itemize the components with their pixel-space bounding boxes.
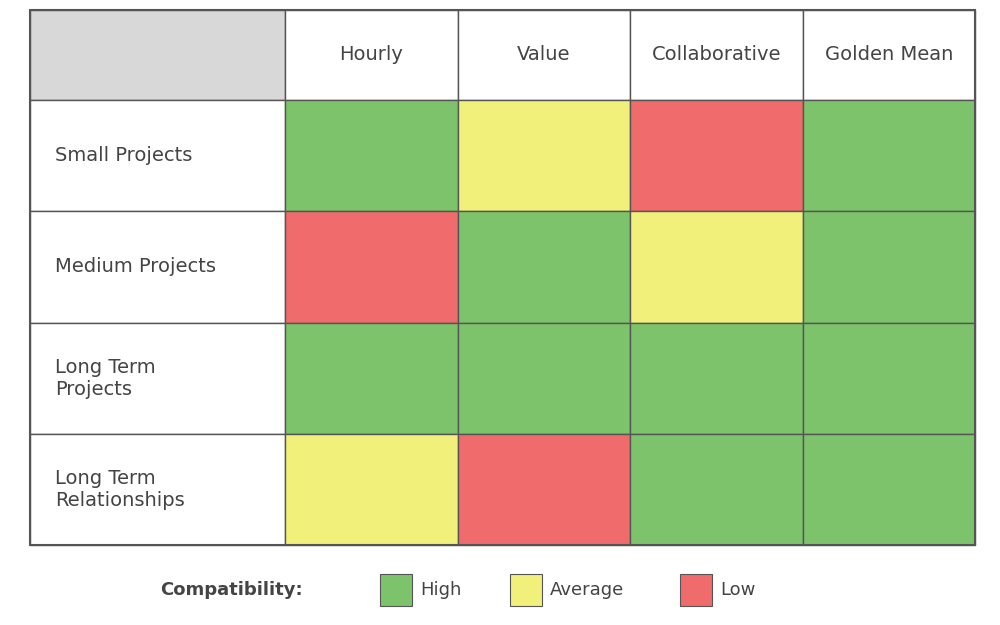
Bar — [30, 10, 975, 545]
Text: Average: Average — [550, 581, 624, 599]
Bar — [802, 10, 975, 100]
Bar — [30, 322, 285, 434]
Bar — [802, 211, 975, 322]
Bar — [285, 211, 458, 322]
Bar — [630, 100, 802, 211]
Bar — [285, 10, 458, 100]
Text: Golden Mean: Golden Mean — [825, 46, 953, 64]
Text: Low: Low — [720, 581, 755, 599]
Bar — [802, 434, 975, 545]
Bar — [285, 434, 458, 545]
Text: Medium Projects: Medium Projects — [55, 258, 216, 276]
Bar — [630, 434, 802, 545]
Bar — [802, 100, 975, 211]
Bar — [30, 434, 285, 545]
Bar — [630, 211, 802, 322]
Bar — [30, 10, 285, 100]
Bar — [802, 322, 975, 434]
Text: Long Term
Projects: Long Term Projects — [55, 357, 156, 399]
Text: Hourly: Hourly — [339, 46, 403, 64]
Text: High: High — [420, 581, 461, 599]
Bar — [458, 100, 630, 211]
Bar — [630, 322, 802, 434]
Bar — [380, 574, 412, 606]
Bar — [458, 322, 630, 434]
Bar — [458, 10, 630, 100]
Bar — [30, 211, 285, 322]
Bar — [630, 10, 802, 100]
Text: Collaborative: Collaborative — [652, 46, 781, 64]
Text: Compatibility:: Compatibility: — [160, 581, 303, 599]
Bar — [285, 100, 458, 211]
Text: Value: Value — [517, 46, 570, 64]
Bar — [458, 211, 630, 322]
Bar — [510, 574, 542, 606]
Bar — [285, 322, 458, 434]
Text: Long Term
Relationships: Long Term Relationships — [55, 469, 185, 510]
Bar — [30, 100, 285, 211]
Text: Small Projects: Small Projects — [55, 146, 192, 165]
Bar — [680, 574, 712, 606]
Bar — [458, 434, 630, 545]
